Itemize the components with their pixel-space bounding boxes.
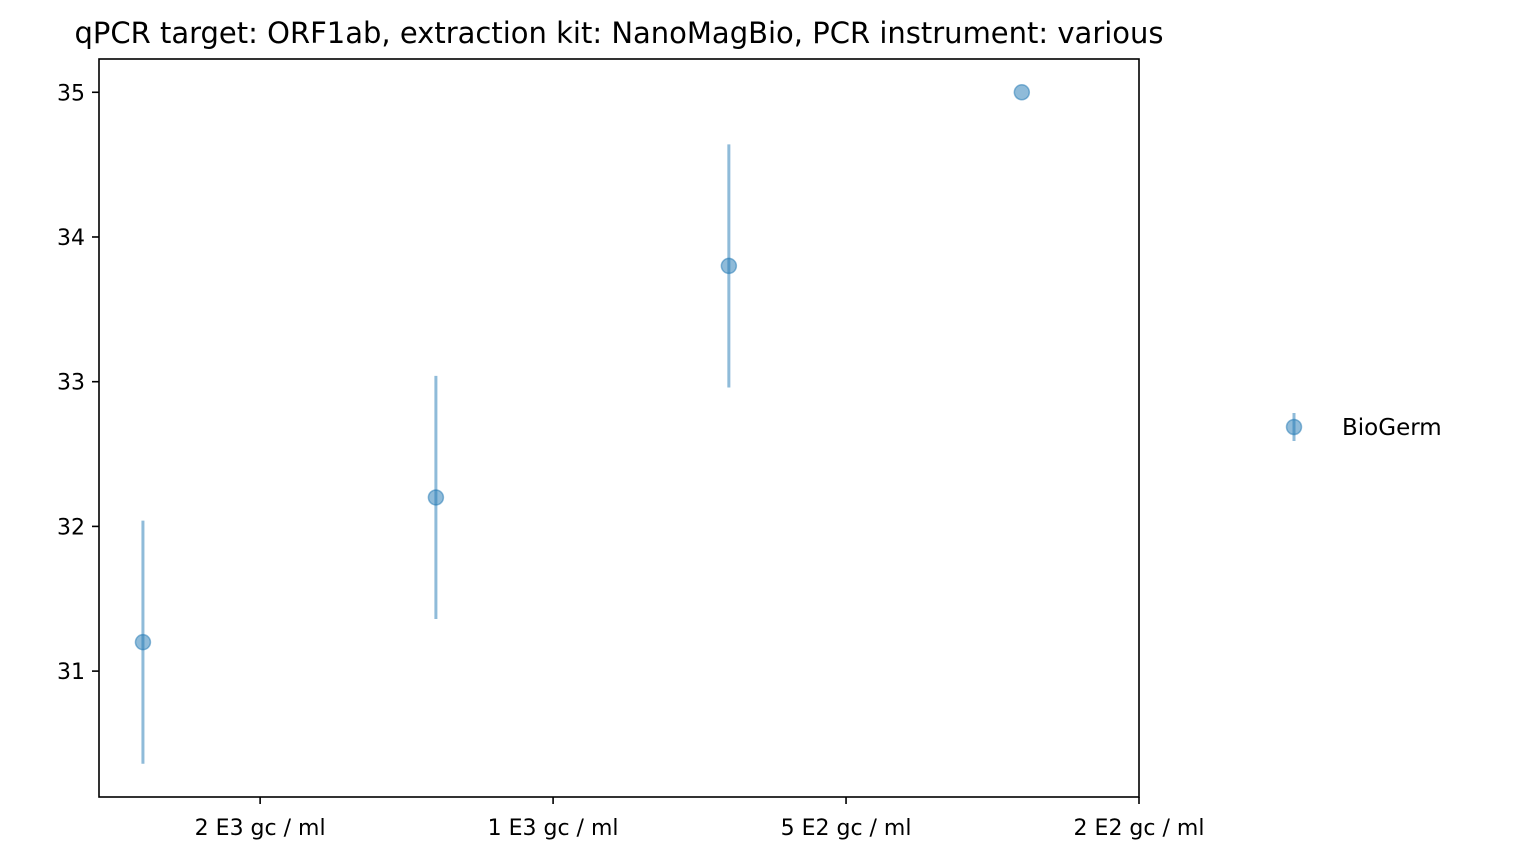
data-point — [134, 633, 152, 651]
data-point — [1013, 84, 1031, 101]
x-tick-label: 5 E2 gc / ml — [781, 816, 912, 841]
y-tick-label: 33 — [57, 371, 85, 396]
y-tick-label: 32 — [57, 515, 85, 540]
legend-label: BioGerm — [1342, 415, 1442, 441]
y-tick-label: 31 — [57, 660, 85, 685]
plot-area: 31 32 33 34 35 2 E3 gc / ml 1 E3 gc / ml 5 E2 g… — [57, 58, 1205, 841]
y-tick-label: 35 — [57, 81, 85, 106]
x-tick-label: 1 E3 gc / ml — [488, 816, 619, 841]
legend: BioGerm — [1285, 413, 1442, 441]
axes-frame — [98, 58, 1140, 798]
y-tick-label: 34 — [57, 226, 85, 251]
legend-marker — [1285, 418, 1303, 436]
data-point — [720, 257, 738, 275]
chart-title: qPCR target: ORF1ab, extraction kit: Nan… — [74, 16, 1163, 50]
data-point — [427, 489, 445, 506]
x-tick-label: 2 E3 gc / ml — [195, 816, 326, 841]
x-tick-label: 2 E2 gc / ml — [1074, 816, 1205, 841]
